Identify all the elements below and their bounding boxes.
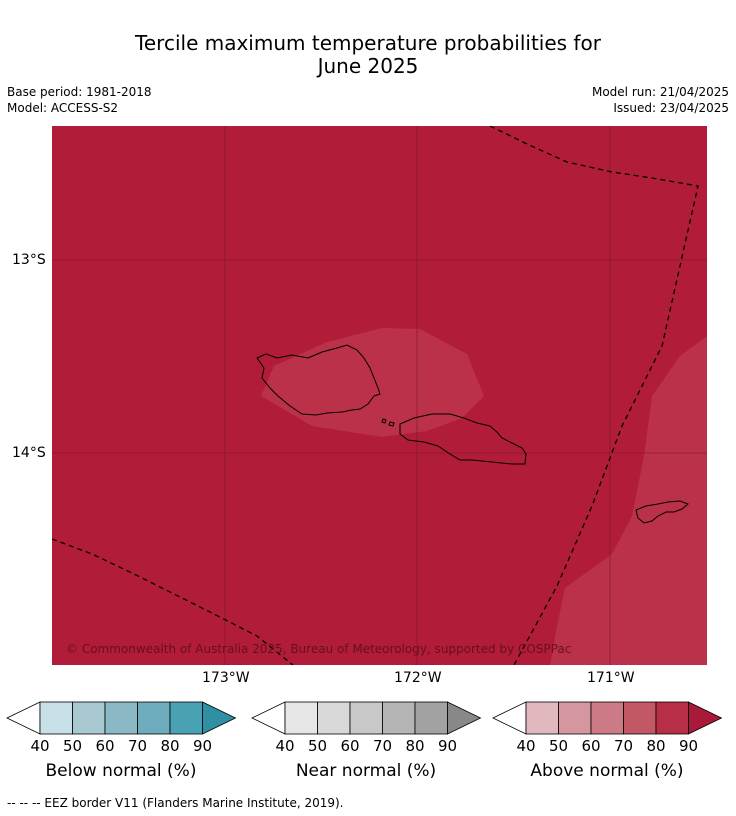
colorbar-near-tick: 60	[340, 737, 359, 755]
colorbar-near-segment	[414, 701, 448, 735]
model-run: Model run: 21/04/2025	[591, 85, 729, 99]
colorbar-above-segment	[525, 701, 559, 735]
lat-label-13s: 13°S	[12, 252, 46, 268]
colorbar-above-under	[492, 701, 527, 735]
colorbar-below-label: Below normal (%)	[45, 761, 197, 781]
colorbar-near-segment	[317, 701, 351, 735]
colorbar-below-tick: 70	[128, 737, 147, 755]
colorbar-below-tick: 50	[63, 737, 82, 755]
lat-label-14s: 14°S	[12, 445, 46, 461]
colorbar-below-segment	[137, 701, 171, 735]
colorbar-above-label: Above normal (%)	[530, 761, 684, 781]
colorbar-below-segment	[169, 701, 203, 735]
colorbar-above: 40 50 60 70 80 90	[492, 701, 723, 755]
probability-map: © Commonwealth of Australia 2025, Bureau…	[52, 126, 707, 665]
chart-title-line1: Tercile maximum temperature probabilitie…	[135, 31, 601, 55]
colorbar-below-tick: 90	[193, 737, 212, 755]
colorbar-above-tick: 80	[646, 737, 665, 755]
lon-label-172w: 172°W	[394, 670, 442, 686]
colorbar-near-segment	[284, 701, 318, 735]
colorbar-near-over	[447, 701, 482, 735]
colorbar-below-tick: 40	[30, 737, 49, 755]
colorbar-below-tick: 60	[95, 737, 114, 755]
colorbar-above-tick: 50	[549, 737, 568, 755]
colorbar-near-segment	[382, 701, 416, 735]
map-gridlines	[52, 126, 707, 665]
colorbar-near-tick: 40	[275, 737, 294, 755]
island-small	[381, 418, 395, 427]
island-upolu	[399, 413, 527, 465]
colorbar-above-segment	[623, 701, 657, 735]
colorbar-above-over	[688, 701, 723, 735]
issued-date: Issued: 23/04/2025	[613, 101, 729, 115]
base-period: Base period: 1981-2018	[7, 85, 152, 99]
chart-title-line2: June 2025	[317, 54, 419, 78]
copyright-notice: © Commonwealth of Australia 2025, Bureau…	[66, 642, 571, 656]
colorbar-near-segment	[349, 701, 383, 735]
map-region-80-southeast	[550, 336, 707, 665]
colorbar-near-tick: 70	[373, 737, 392, 755]
colorbar-above-segment	[590, 701, 624, 735]
colorbar-above-tick: 90	[679, 737, 698, 755]
model-name: Model: ACCESS-S2	[7, 101, 119, 115]
colorbar-below-segment	[72, 701, 106, 735]
colorbar-below-tick: 80	[160, 737, 179, 755]
colorbar-legends: 40 50 60 70 80 90 40 50 60 70 80 90 40 50 60 70 80 90	[6, 701, 723, 755]
colorbar-above-segment	[558, 701, 592, 735]
colorbar-near-under	[251, 701, 286, 735]
lon-label-171w: 171°W	[587, 670, 635, 686]
colorbar-near: 40 50 60 70 80 90	[251, 701, 482, 755]
colorbar-below-segment	[39, 701, 73, 735]
island-tutuila	[635, 500, 689, 524]
colorbar-above-segment	[655, 701, 689, 735]
colorbar-below-segment	[104, 701, 138, 735]
colorbar-above-tick: 40	[516, 737, 535, 755]
colorbar-near-tick: 80	[405, 737, 424, 755]
eez-footnote: -- -- -- EEZ border V11 (Flanders Marine…	[7, 796, 344, 810]
colorbar-near-label: Near normal (%)	[295, 761, 437, 781]
colorbar-below-over	[202, 701, 237, 735]
colorbar-above-tick: 70	[614, 737, 633, 755]
colorbar-near-tick: 90	[438, 737, 457, 755]
eez-border-southwest	[52, 538, 294, 665]
map-region-80-samoa	[261, 328, 484, 437]
colorbar-below: 40 50 60 70 80 90	[6, 701, 237, 755]
colorbar-near-tick: 50	[308, 737, 327, 755]
island-savaii	[256, 344, 381, 416]
lon-label-173w: 173°W	[202, 670, 250, 686]
colorbar-above-tick: 60	[581, 737, 600, 755]
eez-border-east	[489, 126, 699, 665]
colorbar-below-under	[6, 701, 41, 735]
